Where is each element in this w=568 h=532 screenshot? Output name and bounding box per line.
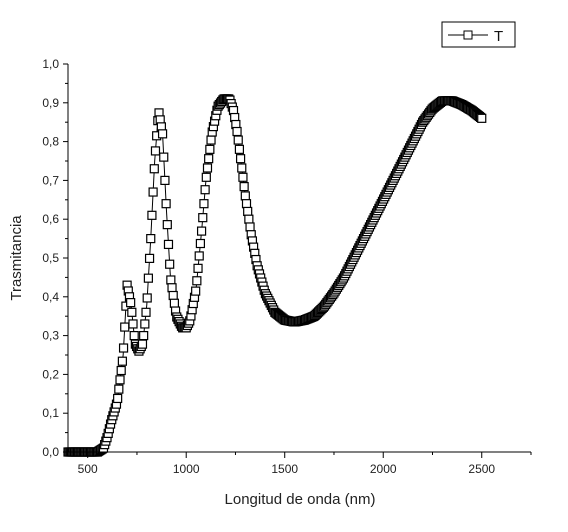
data-point-T [239, 182, 249, 192]
data-point-T [147, 210, 157, 220]
y-tick-label: 0,8 [42, 135, 59, 149]
legend-marker [463, 30, 473, 40]
y-tick-label: 0,0 [42, 445, 59, 459]
data-point-T [240, 191, 250, 201]
data-point-T [148, 187, 158, 197]
data-point-T [244, 214, 254, 224]
axes-layer: 0,0 0,1 0,2 0,3 0,4 0,5 0,6 0,7 0,8 0,9 1,0 500 1000… [42, 57, 532, 476]
y-tick-label: 0,6 [42, 212, 59, 226]
legend: T [441, 21, 516, 48]
data-point-T [200, 185, 210, 195]
data-point-T [166, 275, 176, 285]
data-point-T [143, 273, 153, 283]
data-point-T [116, 365, 126, 376]
data-point-T [128, 319, 138, 329]
data-point-T [162, 220, 172, 230]
data-point-T [235, 154, 246, 164]
data-point-T [114, 384, 124, 394]
data-point-T [113, 393, 123, 404]
data-point-T [150, 146, 161, 156]
data-point-T [237, 163, 247, 173]
data-point-T [127, 307, 137, 317]
data-point-T [159, 152, 169, 162]
data-point-T [234, 144, 245, 154]
series-layer [63, 94, 487, 457]
data-point-T [169, 298, 179, 308]
data-point-T [202, 163, 213, 173]
data-point-T [137, 339, 148, 349]
data-point-T [168, 290, 178, 301]
series-line-T [68, 98, 483, 453]
data-point-T [129, 331, 139, 341]
data-point-T [206, 135, 216, 145]
legend-label: T [494, 28, 503, 45]
y-tick-label: 0,7 [42, 173, 59, 187]
data-point-T [120, 322, 130, 332]
data-point-T [163, 239, 174, 250]
data-point-T [193, 263, 203, 273]
y-axis-title: Trasmitancia [8, 215, 25, 301]
y-tick-label: 0,5 [42, 251, 59, 265]
y-tick-label: 1,0 [42, 57, 59, 71]
data-point-T [194, 251, 204, 261]
data-point-T [199, 199, 209, 209]
x-tick-label: 500 [78, 462, 98, 476]
data-point-T [140, 319, 150, 329]
data-point-T [142, 293, 152, 303]
data-point-T [160, 175, 170, 185]
data-point-T [149, 164, 159, 174]
data-point-T [139, 331, 149, 341]
data-point-T [191, 286, 201, 296]
data-point-T [195, 238, 205, 249]
y-tick-label: 0,1 [42, 406, 59, 420]
y-tick-label: 0,4 [42, 290, 59, 304]
y-tick-label: 0,9 [42, 96, 59, 110]
x-tick-label: 2500 [468, 462, 495, 476]
y-tick-label: 0,3 [42, 329, 59, 343]
data-point-T [117, 356, 127, 366]
data-point-T [167, 283, 177, 293]
data-point-T [141, 307, 151, 317]
data-point-T [192, 276, 202, 286]
data-point-T [118, 343, 129, 353]
data-point-T [204, 154, 214, 164]
data-point-T [201, 172, 211, 182]
data-point-T [115, 375, 125, 385]
data-point-T [126, 298, 136, 308]
data-point-T [165, 259, 175, 269]
data-point-T [233, 135, 243, 145]
data-point-T [241, 199, 252, 209]
data-point-T [232, 126, 242, 137]
data-point-T [245, 222, 255, 232]
x-tick-label: 1000 [173, 462, 200, 476]
x-tick-label: 1500 [271, 462, 298, 476]
y-tick-label: 0,2 [42, 367, 59, 381]
data-point-T [477, 113, 487, 123]
data-point-T [146, 234, 156, 244]
x-tick-label: 2000 [370, 462, 397, 476]
data-point-T [157, 129, 168, 139]
data-point-T [144, 253, 155, 263]
data-point-T [198, 213, 208, 223]
data-point-T [243, 206, 253, 217]
data-point-T [238, 172, 248, 182]
data-point-T [161, 199, 171, 209]
x-axis-title: Longitud de onda (nm) [225, 491, 376, 508]
data-point-T [196, 226, 207, 236]
data-point-T [205, 144, 215, 154]
